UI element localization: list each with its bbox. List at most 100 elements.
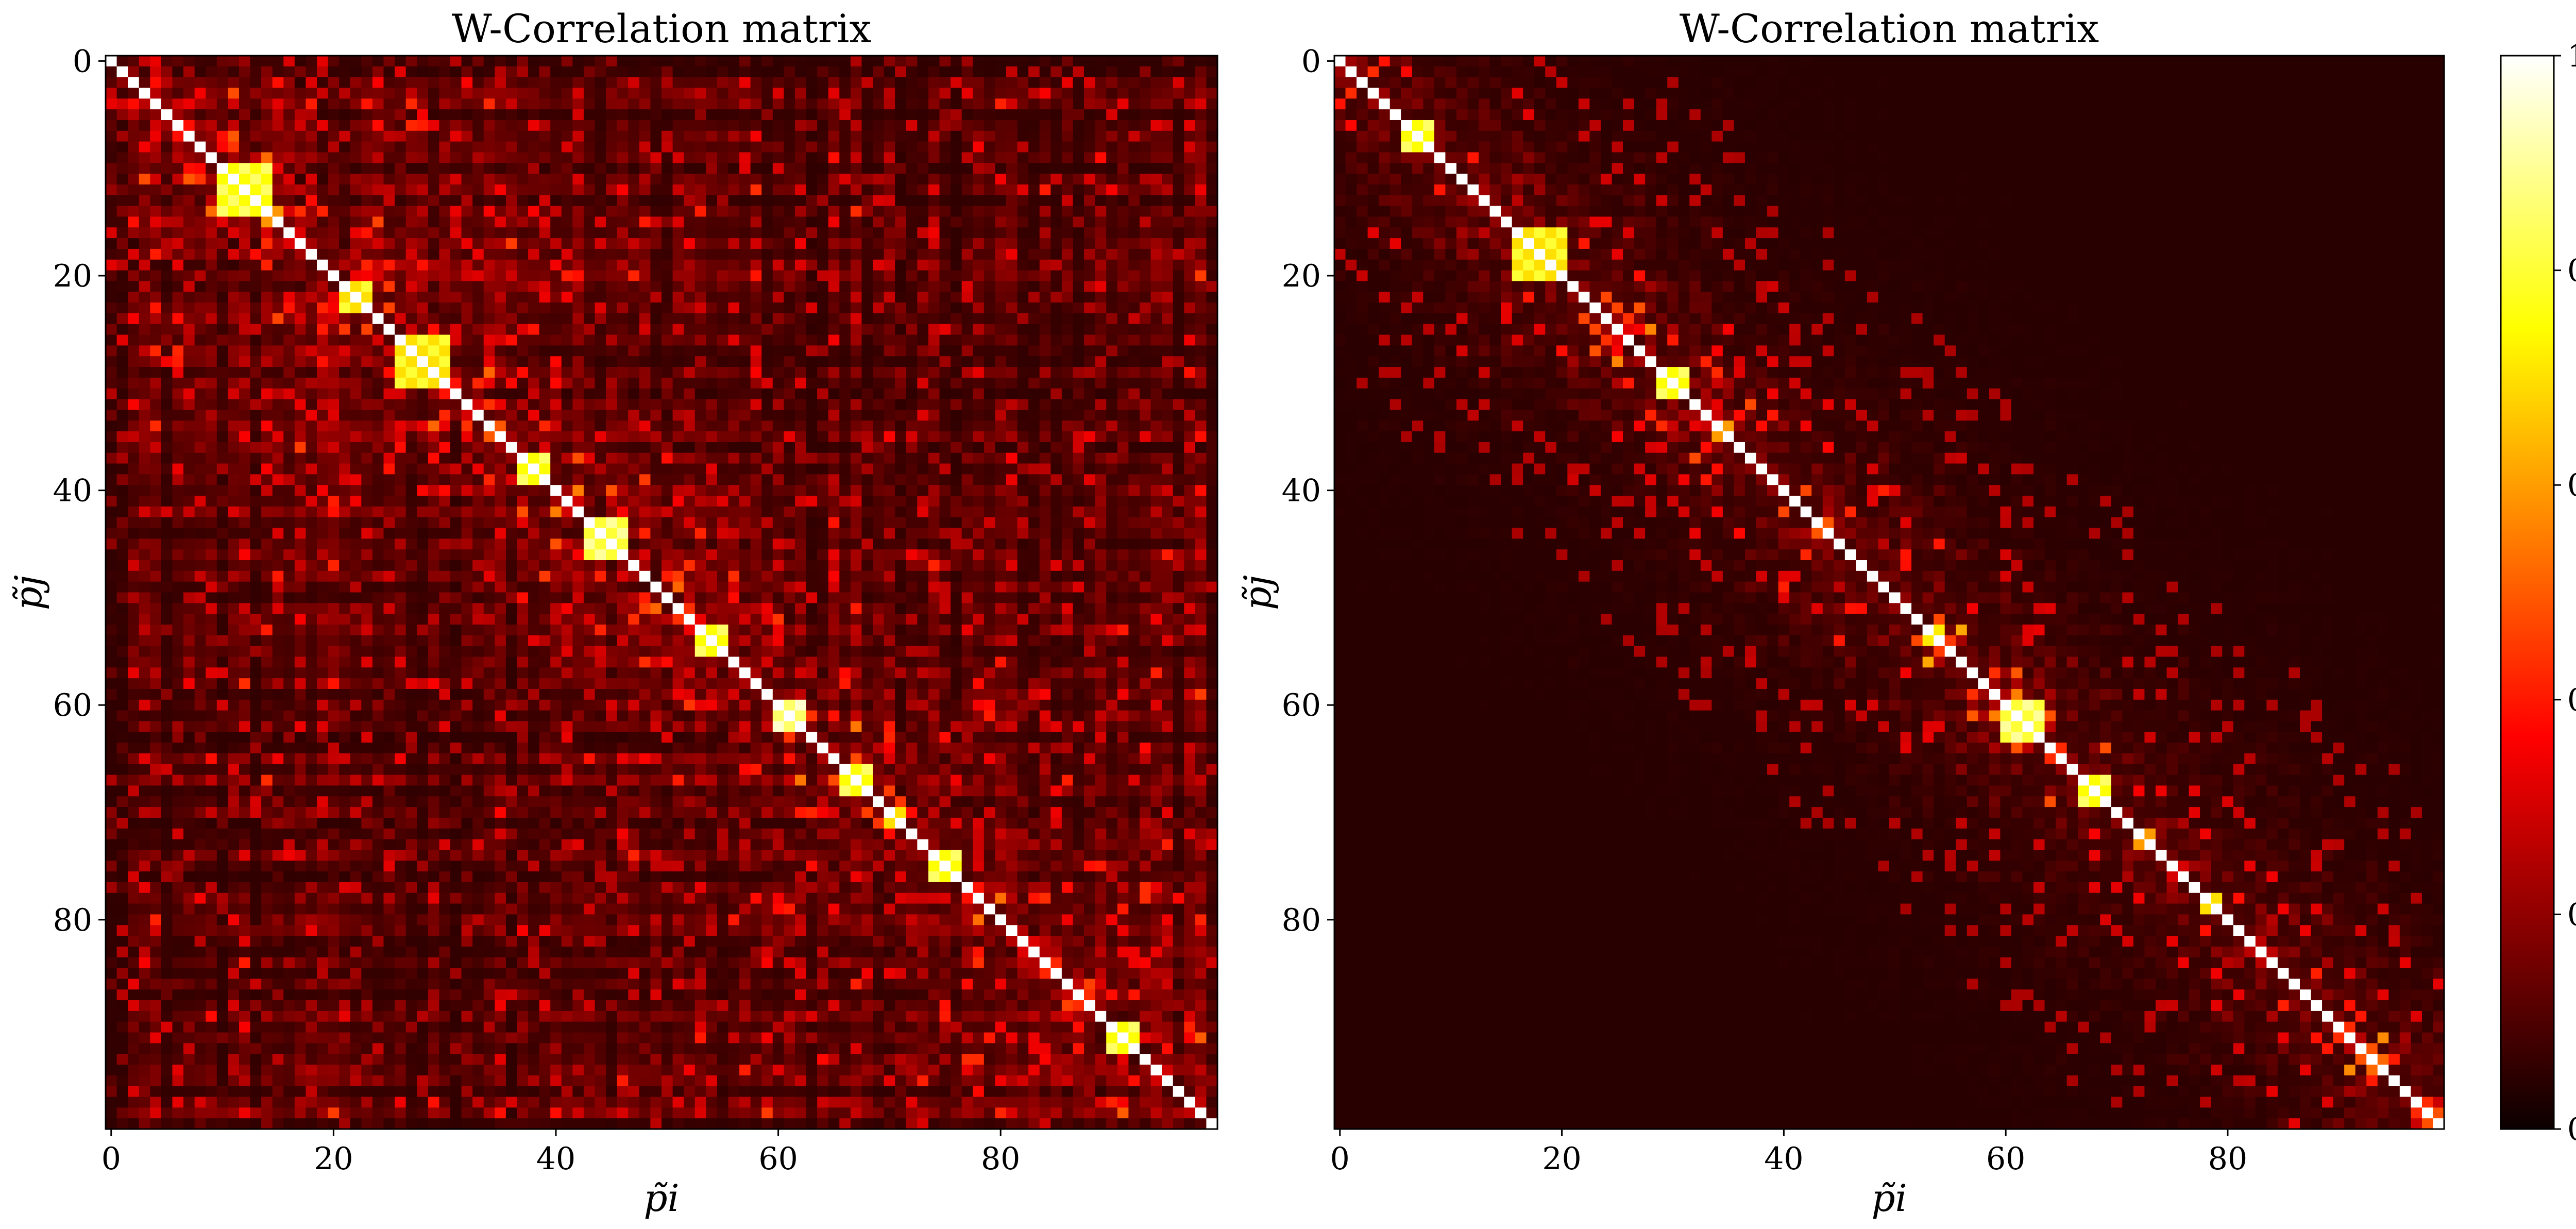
left-cell [417,345,429,357]
left-cell [116,163,128,174]
left-cell [328,367,340,378]
left-cell [961,98,973,110]
left-cell [439,174,451,185]
left-cell [572,345,584,357]
left-cell [1028,141,1040,153]
left-cell [1195,399,1207,410]
left-cell [861,367,873,378]
left-cell [1117,216,1129,228]
left-cell [728,496,740,507]
left-cell [873,549,885,561]
left-cell [1195,141,1207,153]
left-cell [672,141,684,153]
left-cell [761,570,773,582]
left-cell [116,141,128,153]
left-cell [1106,367,1118,378]
left-cell [306,410,317,421]
left-cell [339,528,351,539]
left-cell [395,216,406,228]
left-cell [672,442,684,453]
left-cell [383,581,395,593]
left-cell [850,270,862,282]
left-cell [172,120,184,131]
left-cell [405,410,417,421]
left-cell [839,517,851,529]
left-cell [1006,206,1018,217]
left-cell [250,270,262,282]
left-cell [1039,184,1051,196]
left-cell [1017,281,1029,292]
left-cell [850,130,862,142]
left-cell [1162,120,1174,131]
left-cell [317,517,329,529]
left-cell [662,356,673,367]
left-cell [1084,120,1096,131]
left-cell [606,388,618,400]
left-cell [728,388,740,400]
left-cell [216,377,228,389]
left-cell [828,442,840,453]
left-cell [839,485,851,496]
left-cell [917,120,929,131]
left-cell [517,270,529,282]
left-cell [383,367,395,378]
left-cell [1162,474,1174,485]
left-cell [294,581,307,593]
left-cell [350,334,362,346]
left-cell [261,463,273,475]
left-cell [583,517,596,529]
left-cell [450,292,462,303]
left-cell [794,581,807,593]
left-cell [772,270,784,282]
left-cell [1039,120,1051,131]
left-cell [739,549,751,561]
left-cell [706,581,718,593]
left-cell [628,163,640,174]
left-cell [383,270,395,282]
left-cell [528,120,540,131]
left-cell [861,377,873,389]
left-cell [328,581,340,593]
left-cell [350,56,362,67]
left-cell [483,152,495,163]
left-cell [606,560,618,571]
left-cell [328,195,340,207]
left-cell [906,248,918,260]
left-cell [672,399,684,410]
left-cell [650,88,662,99]
left-cell [917,410,929,421]
left-cell [839,248,851,260]
left-cell [1061,281,1074,292]
left-cell [717,174,729,185]
left-cell [483,388,495,400]
left-cell [1150,442,1162,453]
left-cell [194,463,206,475]
left-cell [650,334,662,346]
left-cell [339,120,351,131]
left-cell [706,227,718,239]
left-cell [917,313,929,325]
left-cell [1073,56,1084,67]
left-cell [183,410,195,421]
left-cell [628,206,640,217]
left-cell [794,334,807,346]
left-cell [1106,141,1118,153]
left-cell [861,334,873,346]
left-cell [417,302,429,314]
left-cell [272,517,284,529]
left-cell [206,442,217,453]
left-cell [828,130,840,142]
left-cell [884,570,895,582]
left-cell [450,216,462,228]
left-cell [428,345,439,357]
left-cell [1128,313,1140,325]
left-cell [1095,485,1107,496]
left-cell [306,528,317,539]
left-cell [1028,528,1040,539]
left-cell [183,528,195,539]
left-cell [472,302,484,314]
left-cell [306,388,317,400]
left-cell [328,410,340,421]
left-cell [317,581,329,593]
left-cell [1128,431,1140,443]
